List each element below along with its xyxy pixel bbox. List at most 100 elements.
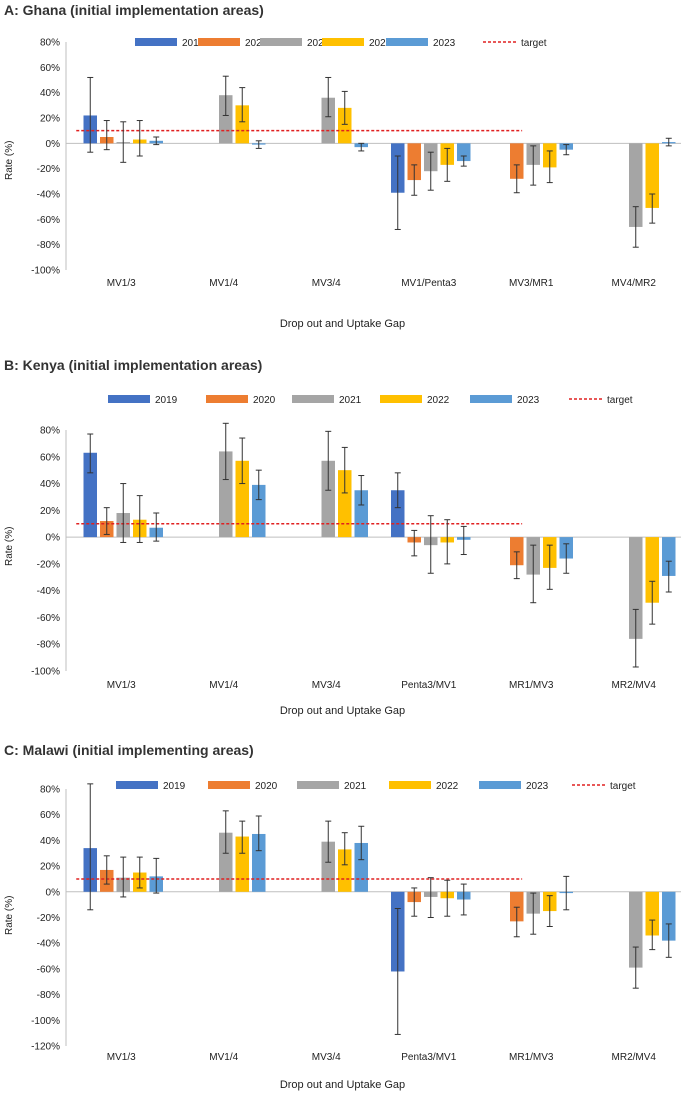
bar-2023-MV1-4 — [252, 833, 266, 892]
error-bar-2020-MV3-MR1 — [513, 164, 520, 194]
error-bar-2023-Penta3-MV1 — [460, 883, 467, 916]
error-bar-2021-MV1-4 — [222, 810, 229, 854]
y-tick-label: -60% — [37, 964, 60, 975]
panel-b-xlabel: Drop out and Uptake Gap — [279, 705, 406, 717]
legend-swatch-2019 — [108, 395, 150, 403]
error-bar-2022-MV1-3 — [136, 120, 143, 157]
error-bar-2023-MV1-3 — [153, 857, 160, 894]
legend-swatch-2023 — [386, 38, 428, 46]
y-tick-label: 0% — [46, 139, 61, 150]
bar-2021-MR2-MV4 — [629, 891, 643, 968]
legend-swatch-2021 — [260, 38, 302, 46]
legend-label-2022: 2022 — [436, 781, 459, 792]
error-bar-2022-MV3-4 — [341, 90, 348, 125]
bar-2019-Penta3-MV1 — [391, 490, 405, 538]
error-bar-2021-Penta3-MV1 — [427, 877, 434, 918]
category-label: MV1/3 — [107, 278, 136, 289]
y-tick-label: -80% — [37, 240, 60, 251]
category-label: MV3/4 — [312, 680, 341, 691]
y-tick-label: 40% — [40, 836, 60, 847]
category-label: MV1/3 — [107, 1052, 136, 1063]
y-tick-label: -20% — [37, 913, 60, 924]
error-bar-2021-MV1-3 — [120, 121, 127, 163]
error-bar-2020-MV1-3 — [103, 120, 110, 151]
error-bar-2022-MV1-4 — [239, 820, 246, 854]
legend-swatch-2022 — [322, 38, 364, 46]
error-bar-2021-Penta3-MV1 — [427, 515, 434, 574]
y-tick-label: -40% — [37, 939, 60, 950]
bar-2022-MV3-4 — [338, 470, 352, 538]
category-label: Penta3/MV1 — [401, 1052, 456, 1063]
bar-2020-MR1-MV3 — [510, 891, 524, 922]
bar-2023-MV1-Penta3 — [457, 143, 471, 162]
bar-2021-MV4-MR2 — [629, 143, 643, 227]
bar-2021-MV3-4 — [321, 460, 335, 538]
panel-c-xlabel: Drop out and Uptake Gap — [279, 1079, 406, 1091]
error-bar-2023-Penta3-MV1 — [460, 525, 467, 556]
bar-2023-MV3-4 — [354, 490, 368, 538]
error-bar-2022-Penta3-MV1 — [444, 519, 451, 565]
y-tick-label: 80% — [40, 785, 60, 796]
y-tick-label: -60% — [37, 215, 60, 226]
y-tick-label: 20% — [40, 114, 60, 125]
error-bar-2020-MV1-3 — [103, 507, 110, 535]
bar-2019-MV1-3 — [83, 452, 97, 538]
error-bar-2022-MV3-4 — [341, 832, 348, 866]
y-tick-label: 80% — [40, 38, 60, 49]
y-tick-label: -40% — [37, 586, 60, 597]
y-tick-label: 0% — [46, 533, 61, 544]
legend-label-2020: 2020 — [245, 38, 268, 49]
error-bar-2023-MV3-4 — [358, 142, 365, 152]
y-tick-label: 60% — [40, 452, 60, 463]
y-tick-label: -80% — [37, 990, 60, 1001]
error-bar-2022-MR2-MV4 — [649, 580, 656, 625]
legend-swatch-2019 — [116, 781, 158, 789]
panel-a-xlabel: Drop out and Uptake Gap — [279, 318, 406, 330]
legend-swatch-2021 — [292, 395, 334, 403]
y-tick-label: 20% — [40, 862, 60, 873]
panel-c-chart: 80% 60% 40% 20% 0% -20% -40% -60% -80% -100% -120%… — [31, 781, 681, 1063]
bar-2021-MV1-4 — [219, 832, 233, 892]
error-bar-2023-MR2-MV4 — [665, 923, 672, 958]
y-tick-label: 80% — [40, 426, 60, 437]
legend-label-2019: 2019 — [155, 395, 178, 406]
error-bar-2021-MV1-3 — [120, 483, 127, 543]
legend-label-2023: 2023 — [517, 395, 540, 406]
category-label: MV3/MR1 — [509, 278, 554, 289]
error-bar-2021-MV1-4 — [222, 75, 229, 116]
error-bar-2022-MV3-MR1 — [546, 150, 553, 184]
error-bar-2020-MV1-Penta3 — [411, 164, 418, 196]
error-bar-2023-MV1-4 — [255, 815, 262, 852]
bar-2023-MR2-MV4 — [662, 891, 676, 941]
y-tick-label: 0% — [46, 887, 61, 898]
error-bar-2021-MR1-MV3 — [530, 544, 537, 604]
error-bar-2022-MR1-MV3 — [546, 544, 553, 590]
error-bar-2021-MV1-3 — [120, 856, 127, 898]
bar-2020-MR1-MV3 — [510, 537, 524, 566]
category-label: MV1/3 — [107, 680, 136, 691]
error-bar-2022-MV3-4 — [341, 446, 348, 494]
error-bar-2023-MV1-4 — [255, 469, 262, 501]
category-label: MR2/MV4 — [612, 1052, 657, 1063]
bar-2022-MV3-4 — [338, 849, 352, 892]
error-bar-2020-Penta3-MV1 — [411, 887, 418, 917]
legend-label-2020: 2020 — [253, 395, 276, 406]
legend-swatch-2022 — [389, 781, 431, 789]
error-bar-2019-MV1-Penta3 — [394, 155, 401, 230]
y-tick-label: 20% — [40, 506, 60, 517]
category-label: MR1/MV3 — [509, 680, 554, 691]
error-bar-2019-Penta3-MV1 — [394, 472, 401, 509]
y-tick-label: -100% — [31, 1016, 60, 1027]
category-label: MV4/MR2 — [612, 278, 657, 289]
y-tick-label: 60% — [40, 63, 60, 74]
legend-label-target: target — [610, 781, 636, 792]
category-label: MV3/4 — [312, 1052, 341, 1063]
error-bar-2021-MV4-MR2 — [632, 206, 639, 248]
error-bar-2021-MV3-MR1 — [530, 145, 537, 186]
category-label: MR1/MV3 — [509, 1052, 554, 1063]
error-bar-2019-MV1-3 — [87, 433, 94, 474]
bar-2022-MV4-MR2 — [645, 143, 659, 208]
y-tick-label: -100% — [31, 667, 60, 678]
panel-c-title: C: Malawi (initial implementing areas) — [4, 742, 254, 758]
y-tick-label: -20% — [37, 164, 60, 175]
